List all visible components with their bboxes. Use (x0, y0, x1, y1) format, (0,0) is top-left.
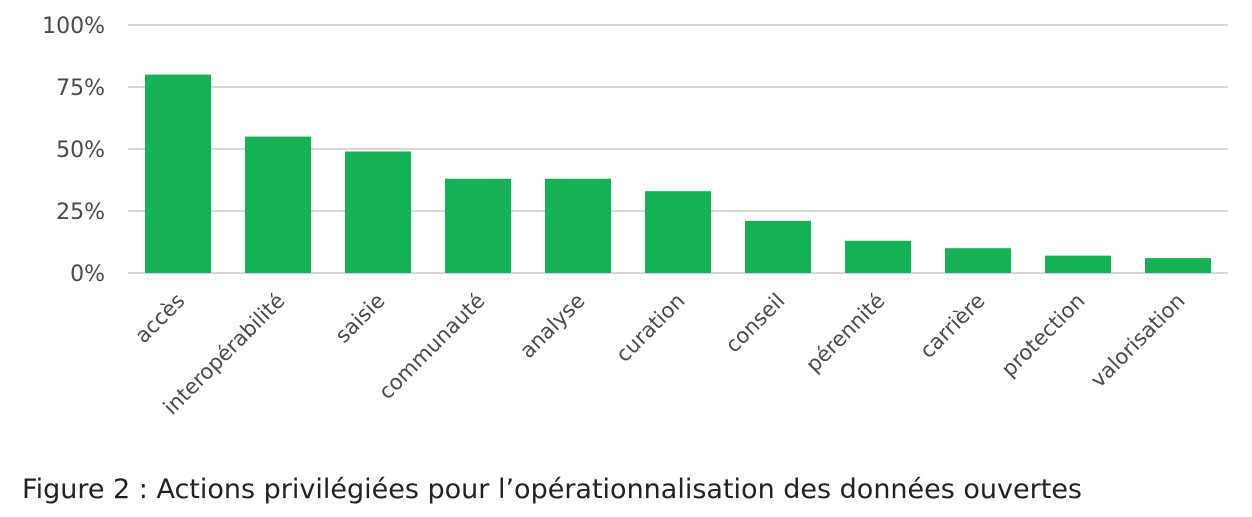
bar-9 (1045, 255, 1111, 273)
figure-caption: Figure 2 : Actions privilégiées pour l’o… (22, 474, 1083, 505)
x-category-label: communauté (374, 289, 489, 404)
bar-3 (445, 178, 511, 273)
y-tick-label: 100% (42, 14, 105, 39)
y-tick-label: 0% (70, 262, 105, 287)
bar-4 (545, 178, 611, 273)
x-category-label: curation (611, 289, 689, 367)
bar-10 (1145, 258, 1211, 273)
y-axis-tick-labels: 0% 25% 50% 75% 100% (42, 14, 105, 287)
bar-1 (245, 136, 311, 273)
bar-5 (645, 191, 711, 273)
bar-2 (345, 151, 411, 273)
bar-6 (745, 220, 811, 273)
x-category-label: pérennité (801, 289, 889, 377)
x-category-label: valorisation (1086, 289, 1190, 393)
y-tick-label: 25% (56, 200, 105, 225)
bar-7 (845, 240, 911, 273)
y-tick-label: 75% (56, 76, 105, 101)
bar-8 (945, 248, 1011, 273)
bars (145, 74, 1211, 273)
x-category-label: protection (997, 289, 1090, 382)
y-tick-label: 50% (56, 138, 105, 163)
x-category-label: conseil (721, 289, 790, 358)
x-category-label: accès (130, 289, 189, 348)
gridlines (128, 24, 1228, 274)
x-category-label: analyse (515, 289, 589, 363)
x-category-label: carrière (915, 289, 989, 363)
x-category-label: saisie (331, 289, 390, 348)
bar-0 (145, 74, 211, 273)
